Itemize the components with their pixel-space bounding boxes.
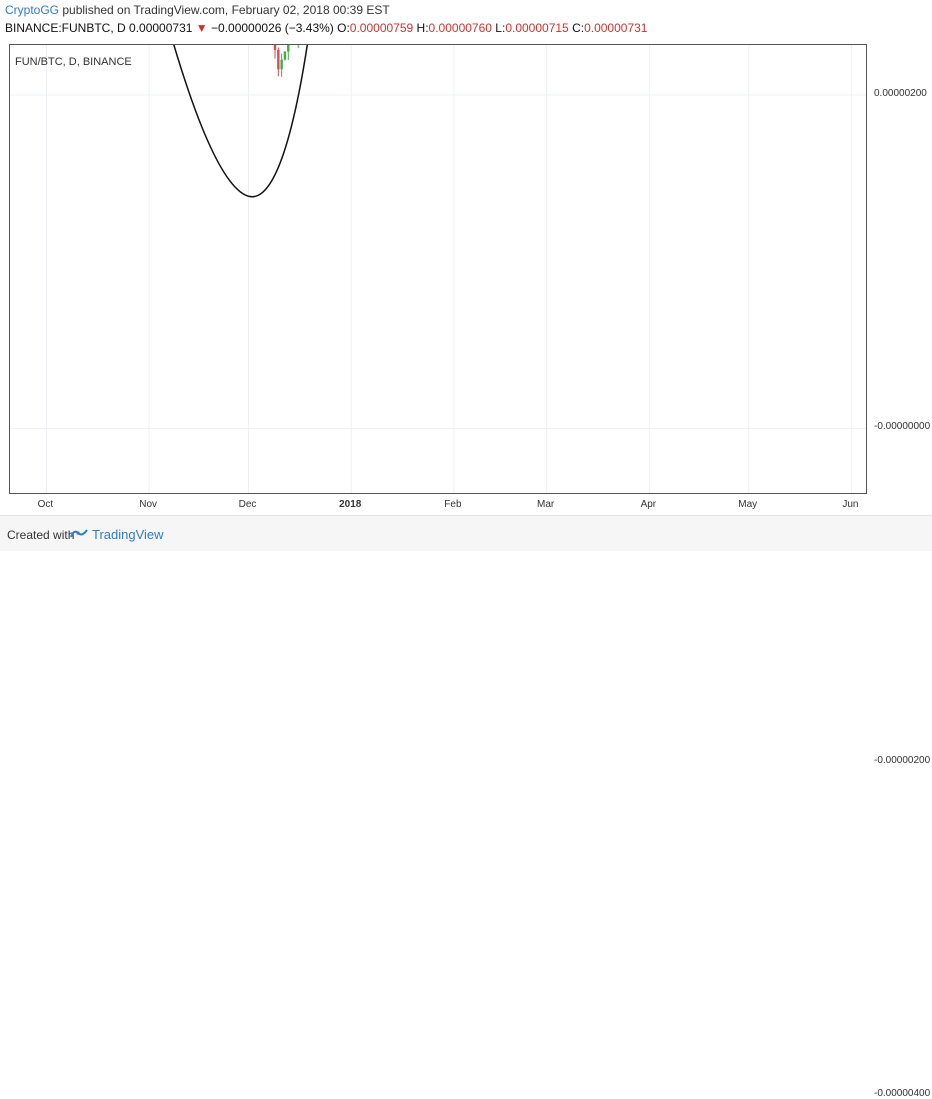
last-price: 0.00000731 <box>129 21 193 35</box>
time-axis[interactable]: Oct Nov Dec 2018 Feb Mar Apr May Jun <box>9 494 867 514</box>
tradingview-brand-link[interactable]: TradingView <box>92 527 164 542</box>
published-text: published on TradingView.com, February 0… <box>59 3 390 17</box>
chart-canvas[interactable]: 12345 <box>10 45 867 494</box>
low-value: 0.00000715 <box>505 21 569 35</box>
cup-curve <box>173 45 309 198</box>
high-label: H: <box>416 21 429 35</box>
time-tick-label: Apr <box>640 499 657 510</box>
time-tick-label: 2018 <box>339 499 362 510</box>
open-value: 0.00000759 <box>349 21 414 35</box>
time-tick-label: Dec <box>238 499 257 510</box>
price-tick-label: 0.00000200 <box>874 88 927 99</box>
time-tick-label: Jun <box>842 499 859 510</box>
publication-line: CryptoGG published on TradingView.com, F… <box>5 3 390 17</box>
time-tick-label: Oct <box>37 499 54 510</box>
price-axis[interactable]: 0.000022000.000020000.000018000.00001600… <box>867 44 932 1099</box>
symbol-full: BINANCE:FUNBTC, D <box>5 21 126 35</box>
created-with-text: Created with <box>7 528 75 542</box>
open-label: O: <box>337 21 350 35</box>
time-tick-label: Feb <box>444 499 462 510</box>
close-value: 0.00000731 <box>584 21 648 35</box>
low-label: L: <box>495 21 506 35</box>
candle-up <box>280 59 283 70</box>
high-value: 0.00000760 <box>428 21 492 35</box>
time-tick-label: Nov <box>139 499 158 510</box>
candle-down <box>277 49 280 70</box>
chart-title: FUN/BTC, D, BINANCE <box>15 56 132 68</box>
change-text: −0.00000026 (−3.43%) <box>211 21 334 35</box>
price-tick-label: -0.00000000 <box>874 421 931 433</box>
candle-up <box>287 45 290 52</box>
time-tick-label: May <box>738 499 758 510</box>
close-label: C: <box>572 21 585 35</box>
tradingview-logo-icon <box>70 529 88 538</box>
chart-pane[interactable]: 12345 FUN/BTC, D, BINANCE <box>9 44 867 494</box>
candle-down <box>273 45 277 50</box>
time-tick-label: Mar <box>537 499 555 510</box>
footer-bar: Created with TradingView <box>0 515 932 551</box>
author-link[interactable]: CryptoGG <box>5 3 60 17</box>
candle-up <box>283 51 287 60</box>
price-tick-label: -0.00000200 <box>874 754 931 766</box>
ohlc-legend: BINANCE:FUNBTC, D 0.00000731 ▼ −0.000000… <box>5 21 647 35</box>
down-arrow-icon: ▼ <box>195 21 208 35</box>
price-tick-label: -0.00000400 <box>874 1088 931 1099</box>
